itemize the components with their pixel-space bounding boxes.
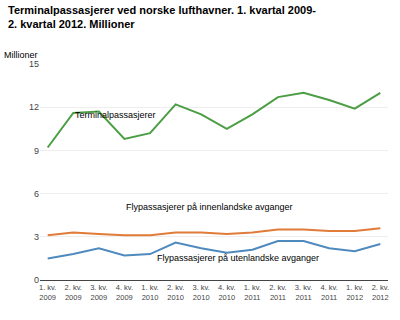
svg-text:3. kv.2011: 3. kv.2011: [295, 283, 312, 302]
svg-text:1. kv.2009: 1. kv.2009: [39, 283, 56, 302]
svg-text:3: 3: [34, 232, 39, 242]
svg-text:Terminalpassasjerer ved norske: Terminalpassasjerer ved norske lufthavne…: [8, 4, 316, 30]
svg-text:1. kv.2010: 1. kv.2010: [141, 283, 158, 302]
svg-text:6: 6: [34, 189, 39, 199]
svg-text:1. kv.2011: 1. kv.2011: [244, 283, 261, 302]
svg-text:9: 9: [34, 146, 39, 156]
svg-text:4. kv.2010: 4. kv.2010: [218, 283, 235, 302]
svg-text:3. kv.2009: 3. kv.2009: [90, 283, 107, 302]
svg-text:4. kv.2011: 4. kv.2011: [320, 283, 337, 302]
svg-text:3. kv.2010: 3. kv.2010: [193, 283, 210, 302]
svg-text:4. kv.2009: 4. kv.2009: [116, 283, 133, 302]
svg-text:1. kv.2012: 1. kv.2012: [346, 283, 363, 302]
svg-text:2. kv.2009: 2. kv.2009: [65, 283, 82, 302]
svg-text:Flypassasjerer på utenlandske: Flypassasjerer på utenlandske avganger: [157, 253, 319, 263]
svg-text:Terminalpassasjerer: Terminalpassasjerer: [75, 110, 156, 120]
svg-text:15: 15: [29, 59, 39, 69]
svg-text:0: 0: [34, 275, 39, 285]
svg-text:2. kv.2010: 2. kv.2010: [167, 283, 184, 302]
svg-text:2. kv.2012: 2. kv.2012: [372, 283, 389, 302]
svg-text:12: 12: [29, 102, 39, 112]
svg-text:Flypassasjerer på innenlandske: Flypassasjerer på innenlandske avganger: [126, 202, 293, 212]
svg-text:2. kv.2011: 2. kv.2011: [269, 283, 286, 302]
svg-text:Millioner: Millioner: [4, 50, 38, 60]
